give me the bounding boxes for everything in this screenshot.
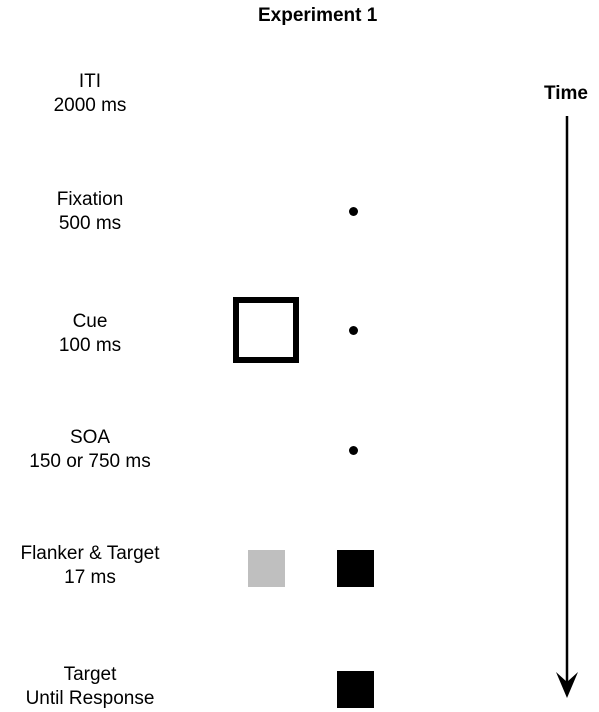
- step-target-duration: Until Response: [25, 688, 155, 709]
- step-flanker-target-duration: 17 ms: [64, 567, 116, 588]
- step-flanker-target-name: Flanker & Target: [20, 543, 160, 564]
- cue-square: [233, 297, 299, 363]
- step-iti-label: ITI 2000 ms: [0, 70, 180, 118]
- step-target-label: Target Until Response: [0, 663, 180, 711]
- time-arrow: [556, 116, 578, 698]
- step-soa-label: SOA 150 or 750 ms: [0, 426, 180, 474]
- step-flanker-target-label: Flanker & Target 17 ms: [0, 542, 187, 590]
- cue-fixation-dot: [349, 326, 358, 335]
- step-cue-label: Cue 100 ms: [0, 310, 180, 358]
- step-iti-duration: 2000 ms: [53, 95, 127, 116]
- step-iti-name: ITI: [78, 71, 102, 92]
- step-soa-duration: 150 or 750 ms: [29, 451, 151, 472]
- step-cue-duration: 100 ms: [58, 335, 122, 356]
- target-square: [337, 671, 374, 708]
- flanker-step-target-square: [337, 550, 374, 587]
- soa-fixation-dot: [349, 446, 358, 455]
- diagram-title: Experiment 1: [258, 5, 378, 26]
- fixation-dot: [349, 207, 358, 216]
- flanker-square: [248, 550, 285, 587]
- step-fixation-name: Fixation: [56, 189, 124, 210]
- step-cue-name: Cue: [72, 311, 108, 332]
- step-target-name: Target: [63, 664, 117, 685]
- step-soa-name: SOA: [69, 427, 111, 448]
- step-fixation-label: Fixation 500 ms: [0, 188, 180, 236]
- time-label: Time: [544, 83, 589, 104]
- step-fixation-duration: 500 ms: [58, 213, 122, 234]
